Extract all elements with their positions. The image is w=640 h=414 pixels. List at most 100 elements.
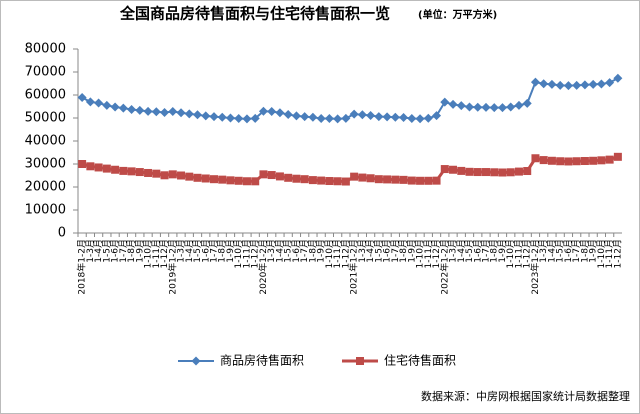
marker	[580, 80, 590, 90]
marker	[448, 99, 458, 109]
marker	[267, 107, 277, 117]
marker	[415, 114, 425, 124]
marker	[547, 156, 556, 165]
marker	[333, 177, 342, 186]
x-tick-label: 1-12月	[250, 239, 261, 268]
marker	[556, 157, 565, 166]
marker	[555, 80, 565, 90]
marker	[284, 173, 293, 182]
marker	[391, 175, 400, 184]
x-tick-label: 1-11月	[241, 239, 252, 268]
x-tick-label: 1-4月	[274, 239, 285, 263]
x-tick-label: 1-6月	[472, 239, 483, 263]
x-tick-label: 2020年1-2月	[257, 239, 269, 295]
x-tick-label: 1-6月	[110, 239, 121, 263]
marker	[514, 100, 524, 110]
marker	[514, 167, 523, 176]
y-tick-label: 10000	[25, 203, 66, 218]
x-tick-label: 1-3月	[357, 239, 368, 263]
marker	[613, 73, 623, 83]
x-tick-label: 1-4月	[184, 239, 195, 263]
x-tick-label: 1-4月	[546, 239, 557, 263]
legend-label: 住宅待售面积	[384, 353, 456, 368]
marker	[465, 167, 474, 176]
source: 数据来源：中房网根据国家统计局数据整理	[421, 389, 630, 403]
x-tick-label: 1-6月	[291, 239, 302, 263]
x-tick-label: 1-7月	[299, 239, 310, 263]
marker	[118, 103, 128, 113]
marker	[374, 175, 383, 184]
marker	[465, 102, 475, 112]
x-tick-label: 1-7月	[390, 239, 401, 263]
marker	[85, 97, 95, 107]
marker	[456, 101, 466, 111]
marker	[522, 98, 532, 108]
x-tick-label: 1-7月	[118, 239, 129, 263]
y-tick-label: 80000	[25, 42, 66, 57]
x-tick-label: 1-9月	[316, 239, 327, 263]
x-tick-label: 1-12月	[612, 239, 623, 268]
y-tick-label: 60000	[25, 88, 66, 103]
x-tick-label: 2022年1-2月	[438, 239, 450, 295]
marker	[350, 172, 359, 181]
marker	[111, 165, 120, 174]
x-tick-label: 1-5月	[283, 239, 294, 263]
marker	[341, 113, 351, 123]
marker	[423, 113, 433, 123]
marker	[580, 157, 589, 166]
y-tick-label: 50000	[25, 111, 66, 126]
marker	[119, 166, 128, 175]
marker	[490, 168, 499, 177]
marker	[184, 109, 194, 119]
marker	[258, 106, 268, 116]
marker	[539, 79, 549, 89]
marker	[78, 160, 87, 168]
x-tick-label: 1-10月	[143, 239, 154, 268]
marker	[234, 113, 244, 123]
y-tick-label: 40000	[25, 134, 66, 149]
x-tick-label: 1-4月	[456, 239, 467, 263]
marker	[382, 112, 392, 122]
x-tick-label: 1-9月	[225, 239, 236, 263]
marker	[217, 112, 227, 122]
marker	[300, 175, 309, 184]
x-tick-label: 1-3月	[448, 239, 459, 263]
chart-title: 全国商品房待售面积与住宅待售面积一览	[119, 5, 390, 23]
marker	[275, 108, 285, 118]
y-tick-label: 20000	[25, 180, 66, 195]
marker	[357, 110, 367, 120]
y-tick-label: 70000	[25, 65, 66, 80]
x-tick-label: 1-8月	[579, 239, 590, 263]
x-tick-label: 1-7月	[209, 239, 220, 263]
marker	[356, 357, 364, 365]
x-tick-label: 1-10月	[233, 239, 244, 268]
marker	[291, 111, 301, 121]
x-tick-label: 1-12月	[340, 239, 351, 268]
marker	[358, 173, 367, 182]
y-tick-label: 0	[58, 226, 66, 241]
marker	[308, 112, 318, 122]
x-tick-label: 1-5月	[555, 239, 566, 263]
marker	[383, 175, 392, 184]
x-tick-label: 1-7月	[571, 239, 582, 263]
marker	[572, 80, 582, 90]
x-tick-label: 2019年1-2月	[166, 239, 178, 295]
x-tick-label: 1-11月	[604, 239, 615, 268]
marker	[251, 177, 260, 186]
marker	[275, 172, 284, 181]
marker	[135, 168, 144, 177]
marker	[127, 104, 137, 114]
x-tick-label: 1-8月	[398, 239, 409, 263]
marker	[473, 168, 482, 177]
x-tick-label: 1-9月	[588, 239, 599, 263]
marker	[324, 113, 334, 123]
marker	[185, 172, 194, 181]
marker	[390, 112, 400, 122]
x-tick-label: 1-12月	[431, 239, 442, 268]
marker	[176, 108, 186, 118]
x-tick-label: 1-8月	[489, 239, 500, 263]
x-tick-label: 1-6月	[563, 239, 574, 263]
marker	[86, 162, 95, 171]
x-tick-label: 1-5月	[192, 239, 203, 263]
